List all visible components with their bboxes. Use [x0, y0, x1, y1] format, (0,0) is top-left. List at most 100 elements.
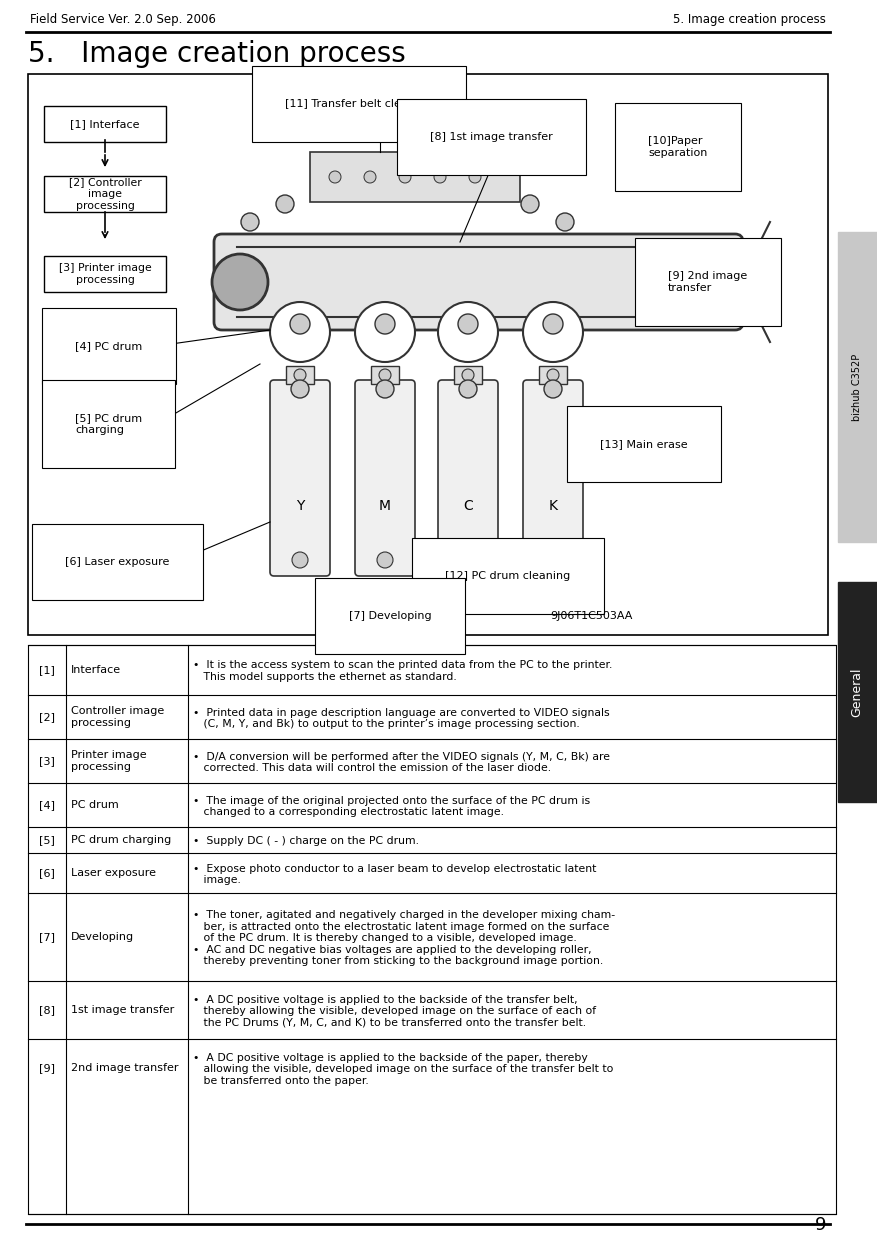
Circle shape: [212, 255, 268, 310]
Text: [4]: [4]: [39, 800, 55, 810]
Circle shape: [379, 369, 391, 381]
Circle shape: [523, 302, 583, 361]
Text: M: M: [379, 499, 391, 513]
Circle shape: [291, 380, 309, 397]
Text: Y: Y: [296, 318, 303, 330]
Text: [4] PC drum: [4] PC drum: [75, 342, 142, 351]
FancyBboxPatch shape: [523, 380, 583, 576]
Text: thereby allowing the visible, developed image on the surface of each of: thereby allowing the visible, developed …: [193, 1006, 596, 1016]
Text: [9] 2nd image
transfer: [9] 2nd image transfer: [668, 271, 747, 293]
Text: Developing: Developing: [71, 932, 134, 941]
Circle shape: [458, 314, 478, 334]
FancyBboxPatch shape: [44, 176, 166, 212]
Text: •  Expose photo conductor to a laser beam to develop electrostatic latent: • Expose photo conductor to a laser beam…: [193, 863, 596, 873]
Circle shape: [732, 265, 768, 301]
Circle shape: [241, 212, 259, 231]
Text: PC drum charging: PC drum charging: [71, 835, 171, 845]
Text: Printer image
processing: Printer image processing: [71, 750, 146, 771]
Bar: [454, 366, 482, 384]
Text: [8]: [8]: [39, 1005, 55, 1015]
Bar: [539, 366, 567, 384]
Text: •  Supply DC ( - ) charge on the PC drum.: • Supply DC ( - ) charge on the PC drum.: [193, 836, 419, 846]
Text: the PC Drums (Y, M, C, and K) to be transferred onto the transfer belt.: the PC Drums (Y, M, C, and K) to be tran…: [193, 1017, 586, 1027]
Text: [7]: [7]: [39, 932, 55, 941]
Text: C: C: [463, 499, 473, 513]
Circle shape: [547, 369, 559, 381]
Bar: [28, 75, 828, 635]
FancyBboxPatch shape: [270, 380, 330, 576]
Circle shape: [290, 314, 310, 334]
Bar: [310, 152, 520, 202]
Text: allowing the visible, developed image on the surface of the transfer belt to: allowing the visible, developed image on…: [193, 1064, 613, 1074]
Circle shape: [469, 171, 481, 183]
Circle shape: [355, 302, 415, 361]
Text: C: C: [464, 318, 473, 330]
Circle shape: [399, 171, 411, 183]
Circle shape: [545, 551, 561, 568]
Text: This model supports the ethernet as standard.: This model supports the ethernet as stan…: [193, 672, 457, 682]
Circle shape: [292, 551, 308, 568]
Text: thereby preventing toner from sticking to the background image portion.: thereby preventing toner from sticking t…: [193, 956, 603, 966]
Text: K: K: [548, 499, 558, 513]
FancyBboxPatch shape: [44, 106, 166, 142]
Text: •  The image of the original projected onto the surface of the PC drum is: • The image of the original projected on…: [193, 795, 590, 806]
Text: Laser exposure: Laser exposure: [71, 868, 156, 878]
Text: [6] Laser exposure: [6] Laser exposure: [65, 556, 169, 568]
Text: K: K: [549, 318, 557, 330]
Text: •  The toner, agitated and negatively charged in the developer mixing cham-: • The toner, agitated and negatively cha…: [193, 910, 615, 920]
Text: be transferred onto the paper.: be transferred onto the paper.: [193, 1076, 368, 1086]
Circle shape: [462, 369, 474, 381]
Text: [12] PC drum cleaning: [12] PC drum cleaning: [445, 571, 570, 581]
Text: 9J06T1C503AA: 9J06T1C503AA: [550, 611, 632, 621]
Text: [5]: [5]: [39, 835, 55, 845]
Text: bizhub C352P: bizhub C352P: [852, 354, 862, 421]
Text: [2]: [2]: [39, 712, 55, 722]
Circle shape: [294, 369, 306, 381]
Text: [7] Developing: [7] Developing: [349, 611, 431, 621]
Text: •  AC and DC negative bias voltages are applied to the developing roller,: • AC and DC negative bias voltages are a…: [193, 945, 592, 955]
Circle shape: [438, 302, 498, 361]
FancyBboxPatch shape: [355, 380, 415, 576]
Text: Controller image
processing: Controller image processing: [71, 707, 164, 728]
Circle shape: [329, 171, 341, 183]
Text: changed to a corresponding electrostatic latent image.: changed to a corresponding electrostatic…: [193, 807, 504, 817]
Text: [3] Printer image
processing: [3] Printer image processing: [59, 263, 152, 284]
Text: •  Printed data in page description language are converted to VIDEO signals: • Printed data in page description langu…: [193, 708, 610, 718]
Text: 5. Image creation process: 5. Image creation process: [674, 14, 826, 26]
FancyBboxPatch shape: [44, 256, 166, 292]
Text: of the PC drum. It is thereby changed to a visible, developed image.: of the PC drum. It is thereby changed to…: [193, 933, 577, 943]
Text: Interface: Interface: [71, 664, 121, 674]
Circle shape: [685, 247, 755, 317]
Circle shape: [460, 551, 476, 568]
Bar: [371, 366, 399, 384]
Text: (C, M, Y, and Bk) to output to the printer’s image processing section.: (C, M, Y, and Bk) to output to the print…: [193, 719, 580, 729]
Circle shape: [375, 314, 395, 334]
Circle shape: [544, 380, 562, 397]
Text: ber, is attracted onto the electrostatic latent image formed on the surface: ber, is attracted onto the electrostatic…: [193, 922, 610, 932]
FancyBboxPatch shape: [438, 380, 498, 576]
Circle shape: [459, 380, 477, 397]
Text: [11] Transfer belt cleaning: [11] Transfer belt cleaning: [285, 99, 432, 109]
Circle shape: [434, 171, 446, 183]
Text: [1] Interface: [1] Interface: [70, 119, 139, 129]
Text: corrected. This data will control the emission of the laser diode.: corrected. This data will control the em…: [193, 763, 551, 773]
Text: 2nd image transfer: 2nd image transfer: [71, 1063, 179, 1073]
Circle shape: [270, 302, 330, 361]
Circle shape: [276, 195, 294, 212]
Circle shape: [543, 314, 563, 334]
Text: [13] Main erase: [13] Main erase: [600, 438, 688, 450]
Text: 1st image transfer: 1st image transfer: [71, 1005, 175, 1015]
Bar: [838, 232, 877, 542]
Text: [8] 1st image transfer: [8] 1st image transfer: [430, 132, 553, 142]
Text: •  A DC positive voltage is applied to the backside of the transfer belt,: • A DC positive voltage is applied to th…: [193, 995, 578, 1005]
Circle shape: [556, 212, 574, 231]
Circle shape: [377, 551, 393, 568]
Text: •  It is the access system to scan the printed data from the PC to the printer.: • It is the access system to scan the pr…: [193, 661, 612, 671]
Circle shape: [521, 195, 539, 212]
Bar: [838, 582, 877, 802]
Text: •  A DC positive voltage is applied to the backside of the paper, thereby: • A DC positive voltage is applied to th…: [193, 1053, 588, 1063]
Text: [9]: [9]: [39, 1063, 55, 1073]
Bar: [28, 645, 836, 1213]
Text: [2] Controller
image
processing: [2] Controller image processing: [68, 178, 141, 211]
Text: [10]Paper
separation: [10]Paper separation: [648, 137, 708, 158]
